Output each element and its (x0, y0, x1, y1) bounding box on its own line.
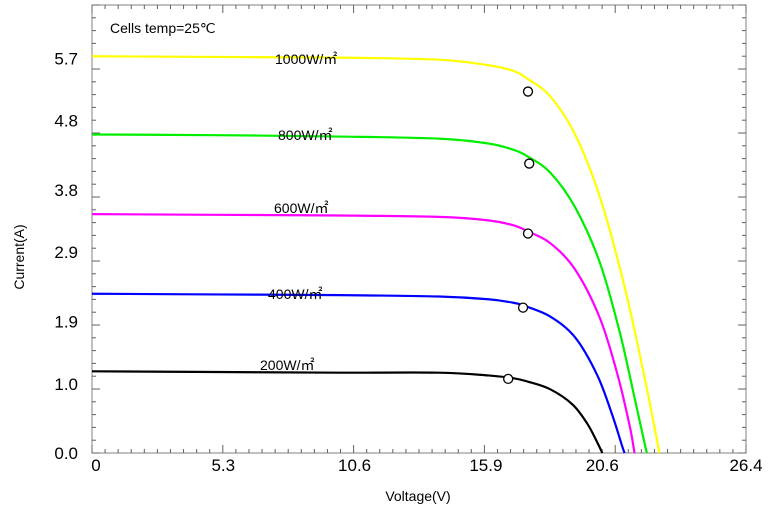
temperature-annotation: Cells temp=25℃ (110, 20, 216, 36)
mpp-marker (522, 86, 534, 97)
iv-curve (91, 133, 648, 454)
curve-label: 1000W/㎡ (275, 51, 337, 67)
curve-label: 800W/㎡ (278, 127, 332, 143)
y-tick-label: 5.7 (54, 49, 78, 68)
y-tick-label: 0.0 (54, 444, 78, 463)
plot-frame (91, 4, 747, 454)
y-tick-label: 1.0 (54, 375, 78, 394)
mpp-marker (522, 228, 534, 239)
x-axis-title: Voltage(V) (385, 488, 450, 504)
y-tick-label: 4.8 (54, 112, 78, 131)
curve-label: 600W/㎡ (274, 200, 328, 216)
x-tick-label: 20.6 (586, 456, 619, 475)
mpp-marker (517, 302, 529, 313)
iv-curve (91, 55, 661, 454)
curve-label: 200W/㎡ (260, 357, 314, 373)
tick-labels: 0 5.3 10.6 15.9 20.6 26.4 0.0 1.0 1.9 2.9 3.8 4.8 5.… (54, 49, 762, 475)
x-tick-label: 5.3 (211, 456, 235, 475)
mpp-markers (503, 86, 535, 385)
y-tick-label: 2.9 (54, 243, 78, 262)
y-tick-label: 3.8 (54, 181, 78, 200)
curve-label: 400W/㎡ (268, 286, 322, 302)
x-tick-label: 10.6 (338, 456, 371, 475)
y-axis-title: Current(A) (11, 224, 27, 289)
axis-ticks (91, 4, 747, 454)
curve-labels: 1000W/㎡ 800W/㎡ 600W/㎡ 400W/㎡ 200W/㎡ (260, 51, 337, 373)
x-tick-label: 26.4 (729, 456, 762, 475)
x-tick-label: 15.9 (469, 456, 502, 475)
mpp-marker (524, 158, 535, 169)
iv-curve (91, 213, 636, 454)
x-tick-label: 0 (91, 456, 100, 475)
y-tick-label: 1.9 (54, 312, 78, 331)
mpp-marker (503, 373, 514, 385)
